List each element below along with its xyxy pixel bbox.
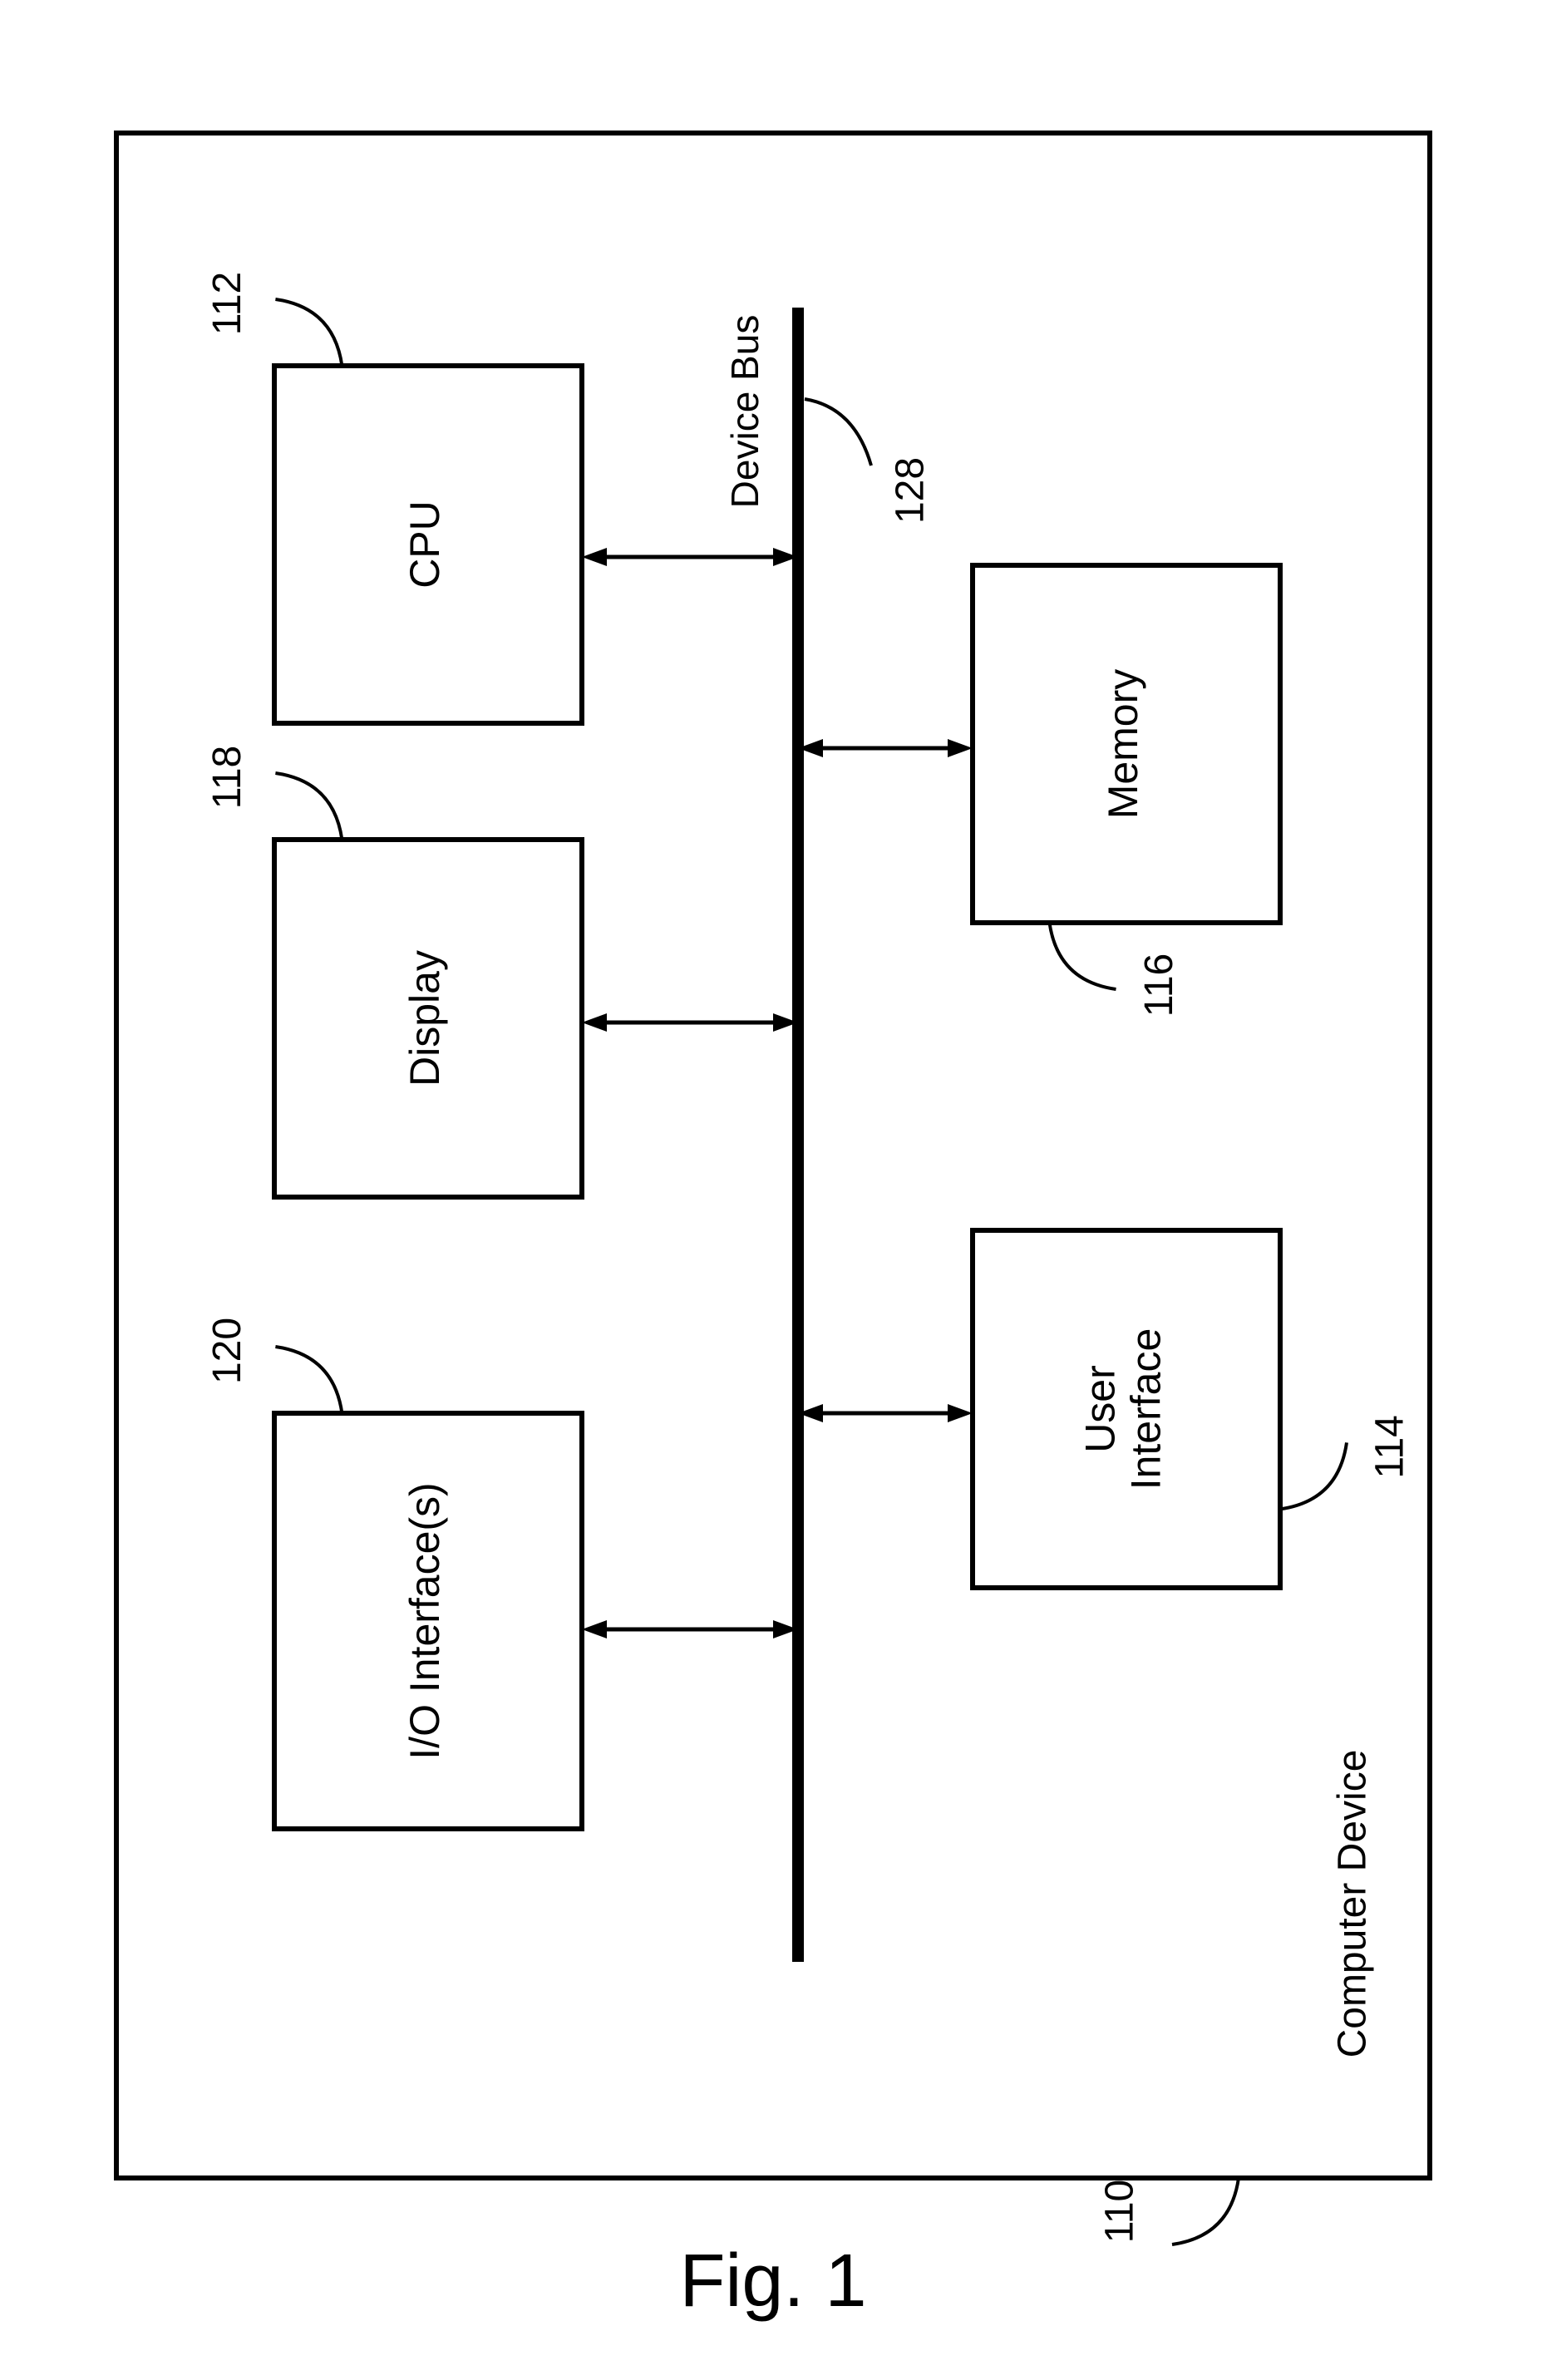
- ref-110: 110: [1098, 2180, 1142, 2244]
- ref-114: 114: [1368, 1415, 1412, 1479]
- ref-120: 120: [205, 1318, 249, 1384]
- device-bus-label: Device Bus: [723, 315, 766, 509]
- display-label-line-0: Display: [402, 950, 448, 1087]
- computer-device-label: Computer Device: [1331, 1750, 1375, 2058]
- ref-112: 112: [205, 272, 249, 336]
- diagram-svg: Computer Device 110 Device Bus 128 CPU 112 Dis…: [0, 0, 1547, 2380]
- ref-leader-110: [1172, 2178, 1239, 2244]
- ref-128: 128: [889, 457, 933, 524]
- cpu-label-line-0: CPU: [402, 500, 448, 589]
- memory-label-line-0: Memory: [1100, 669, 1146, 820]
- figure-caption: Fig. 1: [679, 2240, 866, 2323]
- ref-118: 118: [205, 746, 249, 810]
- ui-label-line-0: User: [1077, 1365, 1124, 1453]
- ui-label-line-1: Interface: [1123, 1328, 1170, 1491]
- ref-116: 116: [1137, 953, 1181, 1018]
- diagram-page: Computer Device 110 Device Bus 128 CPU 112 Dis…: [0, 0, 1547, 2380]
- io-label-line-0: I/O Interface(s): [402, 1482, 448, 1759]
